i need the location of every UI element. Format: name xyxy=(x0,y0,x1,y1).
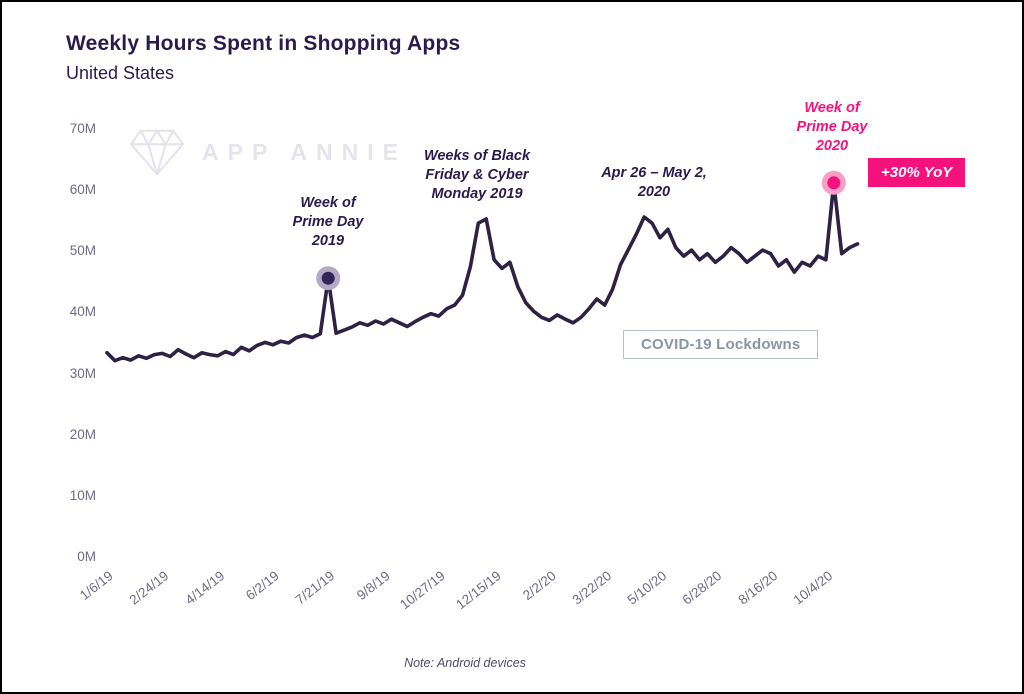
annotation-apr-26-may-2-2020: Apr 26 – May 2, 2020 xyxy=(601,165,707,200)
prime-day-2019-marker-halo xyxy=(316,266,341,291)
covid-lockdowns-label: COVID-19 Lockdowns xyxy=(623,330,819,359)
app-annie-watermark: APP ANNIE xyxy=(128,126,407,178)
x-axis-label-9/8/19: 9/8/19 xyxy=(353,568,393,603)
y-axis-label-40M: 40M xyxy=(69,304,96,320)
x-axis-label-4/14/19: 4/14/19 xyxy=(182,568,227,608)
prime-day-2020-marker-halo xyxy=(821,170,846,195)
x-axis-label-6/2/19: 6/2/19 xyxy=(243,568,283,603)
x-axis-label-2/2/20: 2/2/20 xyxy=(519,568,559,603)
x-axis-label-8/16/20: 8/16/20 xyxy=(735,568,780,608)
x-axis-label-12/15/19: 12/15/19 xyxy=(452,568,504,613)
chart-header: Weekly Hours Spent in Shopping Apps Unit… xyxy=(66,32,460,84)
x-axis-label-7/21/19: 7/21/19 xyxy=(292,568,338,608)
yoy-badge: +30% YoY xyxy=(868,158,966,187)
annotation-prime-day-2019: Week of Prime Day 2019 xyxy=(292,195,364,249)
x-axis-label-10/27/19: 10/27/19 xyxy=(397,568,449,613)
y-axis-label-20M: 20M xyxy=(69,426,96,442)
y-axis-label-10M: 10M xyxy=(69,487,96,503)
footnote: Note: Android devices xyxy=(404,656,526,670)
x-axis-label-2/24/19: 2/24/19 xyxy=(126,568,172,608)
x-axis-label-3/22/20: 3/22/20 xyxy=(569,568,614,608)
x-axis-label-6/28/20: 6/28/20 xyxy=(679,568,725,608)
x-axis-label-10/4/20: 10/4/20 xyxy=(790,568,836,608)
annotation-prime-day-2020: Week of Prime Day 2020 xyxy=(796,100,868,154)
y-axis-label-0M: 0M xyxy=(77,549,96,564)
diamond-icon xyxy=(129,129,185,176)
x-axis-label-1/6/19: 1/6/19 xyxy=(77,568,117,603)
annotation-black-friday-2019: Weeks of Black Friday & Cyber Monday 201… xyxy=(423,148,531,202)
y-axis-label-70M: 70M xyxy=(69,121,96,136)
watermark-text: APP ANNIE xyxy=(202,138,407,165)
y-axis-label-50M: 50M xyxy=(69,243,96,259)
x-axis-label-5/10/20: 5/10/20 xyxy=(624,568,670,608)
prime-day-2019-marker-dot xyxy=(321,271,335,285)
y-axis-label-60M: 60M xyxy=(69,182,96,198)
prime-day-2020-marker-dot xyxy=(827,176,841,190)
chart-subtitle: United States xyxy=(66,63,175,83)
y-axis-label-30M: 30M xyxy=(69,365,96,381)
chart-title: Weekly Hours Spent in Shopping Apps xyxy=(66,32,461,55)
